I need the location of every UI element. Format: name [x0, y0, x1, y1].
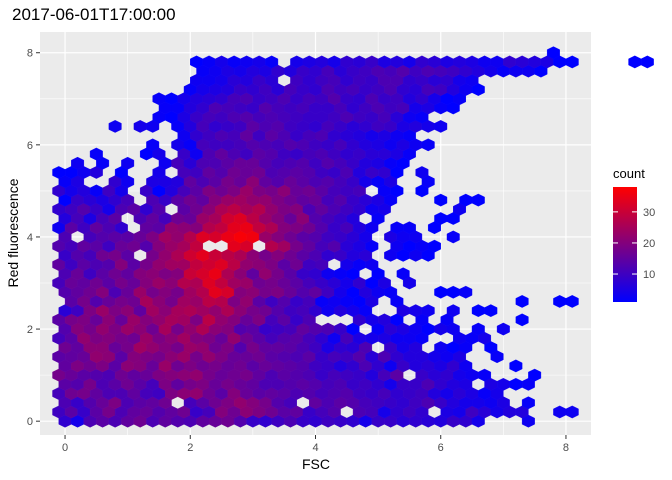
hex-bin — [546, 46, 560, 60]
legend-ticks: 10 20 30 — [613, 207, 655, 281]
hex-bin — [434, 120, 448, 133]
y-tick-label: 2 — [27, 324, 33, 336]
x-axis: 0 2 4 6 8 — [62, 435, 569, 454]
legend-tick-label: 20 — [643, 238, 655, 250]
y-tick-label: 6 — [27, 140, 33, 152]
hex-bin — [471, 193, 485, 207]
y-tick-label: 8 — [27, 48, 33, 60]
hex-bin — [434, 193, 448, 207]
hex-bin — [396, 267, 410, 281]
hex-bin — [421, 304, 435, 318]
hex-bin — [478, 368, 492, 382]
y-axis: 0 2 4 6 8 — [27, 48, 40, 428]
x-tick-label: 6 — [438, 442, 444, 454]
hex-bin — [515, 295, 529, 308]
hex-bin — [509, 359, 523, 373]
hex-bin — [565, 55, 579, 69]
hex-bin — [496, 322, 510, 336]
x-tick-label: 8 — [563, 442, 569, 454]
hex-bin — [528, 368, 542, 382]
x-axis-title: FSC — [302, 456, 330, 472]
hex-bin — [565, 405, 579, 419]
x-tick-label: 0 — [62, 442, 68, 454]
hex-bin — [415, 166, 429, 179]
hex-bin — [515, 313, 529, 327]
hex-bin — [521, 396, 535, 410]
legend: count 10 20 30 — [613, 166, 655, 302]
hex-bin — [402, 221, 416, 235]
hex-bin — [471, 322, 485, 336]
hex-bin — [428, 239, 441, 253]
y-tick-label: 0 — [27, 416, 33, 428]
hex-bin — [108, 120, 122, 133]
hex-bin — [265, 55, 279, 69]
chart-title: 2017-06-01T17:00:00 — [12, 5, 176, 24]
hex-bin — [446, 230, 460, 244]
hex-layer — [52, 46, 654, 428]
hex-bin — [459, 285, 473, 299]
x-tick-label: 2 — [187, 442, 193, 454]
hex-bin — [640, 55, 654, 69]
legend-colorbar — [613, 187, 637, 302]
legend-tick-label: 30 — [643, 207, 655, 219]
x-tick-label: 4 — [312, 442, 318, 454]
y-tick-label: 4 — [27, 232, 33, 244]
hex-bin — [146, 138, 160, 152]
hex-bin — [71, 156, 85, 170]
hex-bin — [628, 55, 642, 69]
hex-bin — [565, 295, 579, 308]
legend-title: count — [613, 166, 645, 181]
hex-bin — [89, 147, 103, 161]
hex-bin — [121, 156, 135, 170]
hex-bin — [421, 138, 435, 152]
hex-bin — [484, 304, 498, 318]
legend-tick-label: 10 — [643, 269, 655, 281]
y-axis-title: Red fluorescence — [5, 178, 21, 287]
hex-bin — [446, 304, 460, 318]
